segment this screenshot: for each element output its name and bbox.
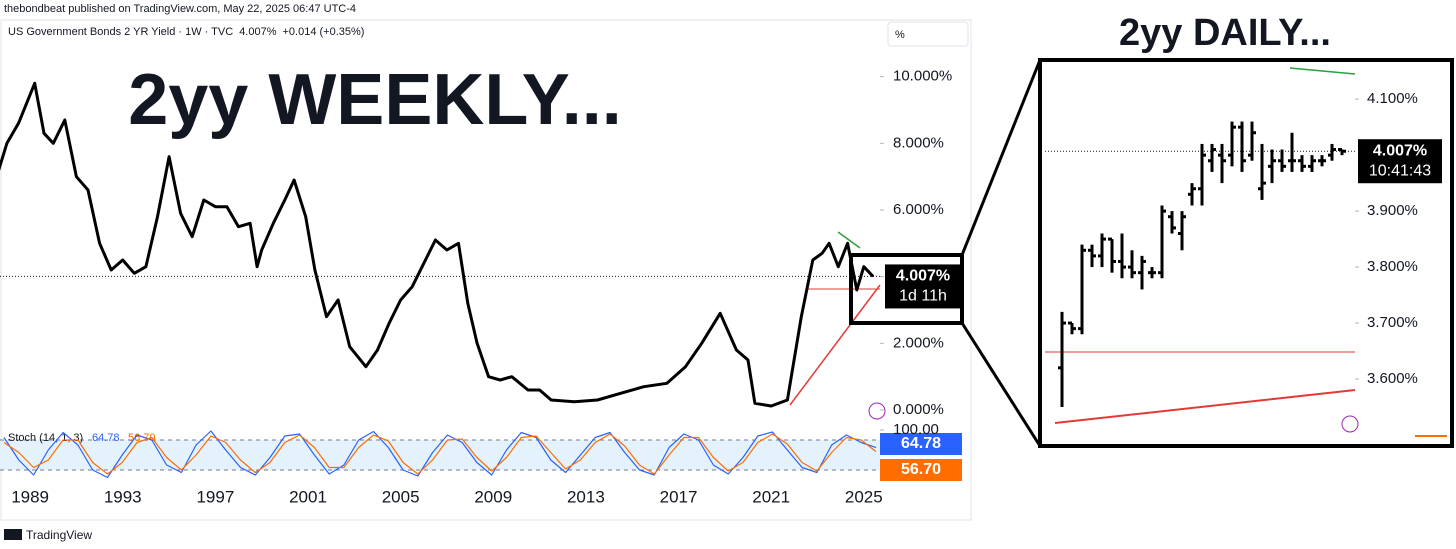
stoch-band — [0, 440, 880, 470]
indicator-value: 56.70 — [128, 432, 156, 444]
x-tick-label: 2009 — [474, 487, 512, 506]
indicator-tag — [880, 459, 962, 481]
price-tag-sub: 10:41:43 — [1369, 162, 1431, 179]
y-tick-label: 100.00 — [893, 421, 939, 438]
series-line — [3, 433, 877, 475]
price-tag-sub: 1d 11h — [899, 288, 947, 305]
alert-icon[interactable] — [1341, 415, 1359, 433]
price-change: +0.014 (+0.35%) — [283, 26, 365, 38]
x-tick-label: 2013 — [567, 487, 605, 506]
tv-logo — [4, 529, 22, 540]
trend-line — [789, 284, 881, 406]
indicator-tag-label: 64.78 — [901, 435, 941, 452]
zoom-connector — [960, 59, 1042, 256]
unit-label[interactable]: % — [895, 29, 905, 41]
indicator-tag-label: 56.70 — [901, 461, 941, 478]
symbol: US Government Bonds 2 YR Yield · 1W · TV… — [8, 26, 233, 38]
series-line — [3, 430, 877, 479]
y-tick-label: 3.900% — [1367, 202, 1418, 219]
price-tag — [1358, 139, 1442, 184]
indicator-tag — [880, 433, 962, 455]
y-tick-label: 4.100% — [1367, 90, 1418, 107]
y-tick-label: 3.600% — [1367, 370, 1418, 387]
zoom-connector — [960, 322, 1042, 447]
y-tick-label: 10.000% — [893, 68, 952, 85]
y-tick-label: 6.000% — [893, 201, 944, 218]
x-tick-label: 2017 — [660, 487, 698, 506]
price-tag-label: 4.007% — [896, 268, 950, 285]
price-tag-label: 4.007% — [1373, 142, 1427, 159]
symbol-info: US Government Bonds 2 YR Yield · 1W · TV… — [8, 26, 364, 38]
x-tick-label: 1993 — [104, 487, 142, 506]
y-tick-label: 8.000% — [893, 134, 944, 151]
y-tick-label: 3.700% — [1367, 314, 1418, 331]
trend-line — [1054, 389, 1356, 424]
y-tick-label: 2.000% — [893, 334, 944, 351]
last-price: 4.007% — [239, 26, 277, 38]
resistance-line — [837, 231, 861, 249]
publish-info: thebondbeat published on TradingView.com… — [4, 3, 356, 15]
x-tick-label: 1997 — [196, 487, 234, 506]
x-tick-label: 2005 — [382, 487, 420, 506]
daily-title: 2yy DAILY... — [1119, 12, 1331, 54]
price-tag — [885, 264, 961, 309]
x-tick-label: 2025 — [845, 487, 883, 506]
y-tick-label: 0.000% — [893, 401, 944, 418]
weekly-panel — [0, 19, 972, 521]
resistance-line — [1289, 67, 1356, 75]
indicator-label: Stoch (14, 1, 3) — [8, 432, 83, 444]
daily-panel — [1038, 58, 1454, 448]
zoom-box — [849, 253, 964, 325]
weekly-title: 2yy WEEKLY... — [128, 60, 622, 140]
indicator-value: 64.78 — [92, 432, 120, 444]
alert-icon[interactable] — [868, 402, 886, 420]
series-line — [0, 81, 875, 408]
x-tick-label: 2021 — [752, 487, 790, 506]
footer-brand: TradingView — [26, 528, 92, 542]
x-tick-label: 1989 — [11, 487, 49, 506]
y-tick-label: 3.800% — [1367, 258, 1418, 275]
x-tick-label: 2001 — [289, 487, 327, 506]
unit-button[interactable] — [887, 21, 969, 47]
